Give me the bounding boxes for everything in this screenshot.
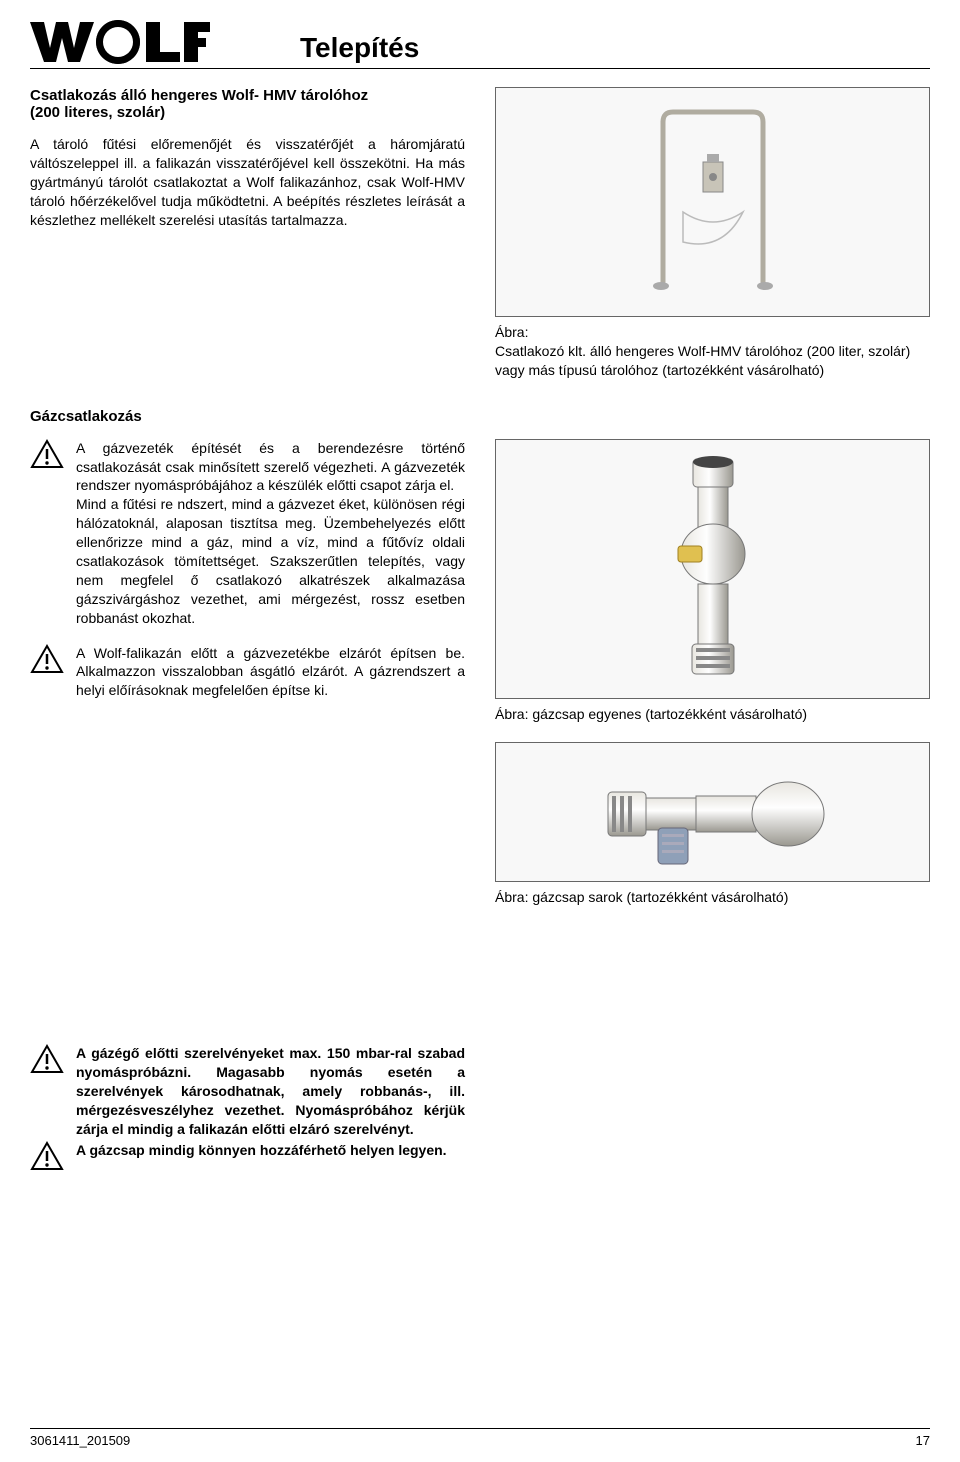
warning-block-4: A gázcsap mindig könnyen hozzáférhető he… <box>30 1141 465 1176</box>
warning-block-2: A Wolf-falikazán előtt a gázvezetékbe el… <box>30 644 465 701</box>
warning-block-1: A gázvezeték építését és a berendezésre … <box>30 439 465 628</box>
warning-icon <box>30 439 64 628</box>
warning-icon <box>30 1044 64 1138</box>
section-connection: Csatlakozás álló hengeres Wolf- HMV táro… <box>30 87 930 380</box>
page-header: Telepítés <box>30 20 930 69</box>
section1-body: A tároló fűtési előremenőjét és visszaté… <box>30 135 465 229</box>
figure-gas-tap-straight <box>495 439 930 699</box>
figure2-caption: Ábra: gázcsap egyenes (tartozékként vásá… <box>495 705 930 724</box>
section-gas: Gázcsatlakozás A gázvezeték építését és … <box>30 408 930 907</box>
warning-block-3: A gázégő előtti szerelvényeket max. 150 … <box>30 1044 465 1138</box>
warning-icon <box>30 644 64 701</box>
doc-number: 3061411_201509 <box>30 1433 130 1448</box>
figure1-caption: Ábra: Csatlakozó klt. álló hengeres Wolf… <box>495 323 930 380</box>
warn1-text: A gázvezeték építését és a berendezésre … <box>76 439 465 628</box>
figure3-caption: Ábra: gázcsap sarok (tartozékként vásáro… <box>495 888 930 907</box>
page-title: Telepítés <box>230 32 930 64</box>
warn4-text: A gázcsap mindig könnyen hozzáférhető he… <box>76 1141 465 1176</box>
page-number: 17 <box>916 1433 930 1448</box>
section2-title: Gázcsatlakozás <box>30 408 930 425</box>
page-footer: 3061411_201509 17 <box>30 1428 930 1448</box>
section1-title: Csatlakozás álló hengeres Wolf- HMV táro… <box>30 87 465 121</box>
warn3-text: A gázégő előtti szerelvényeket max. 150 … <box>76 1044 465 1138</box>
section-pressure-warn: A gázégő előtti szerelvényeket max. 150 … <box>30 1044 930 1191</box>
warn2-text: A Wolf-falikazán előtt a gázvezetékbe el… <box>76 644 465 701</box>
wolf-logo <box>30 20 210 64</box>
figure-gas-tap-angle <box>495 742 930 882</box>
warning-icon <box>30 1141 64 1176</box>
figure-connection-kit <box>495 87 930 317</box>
